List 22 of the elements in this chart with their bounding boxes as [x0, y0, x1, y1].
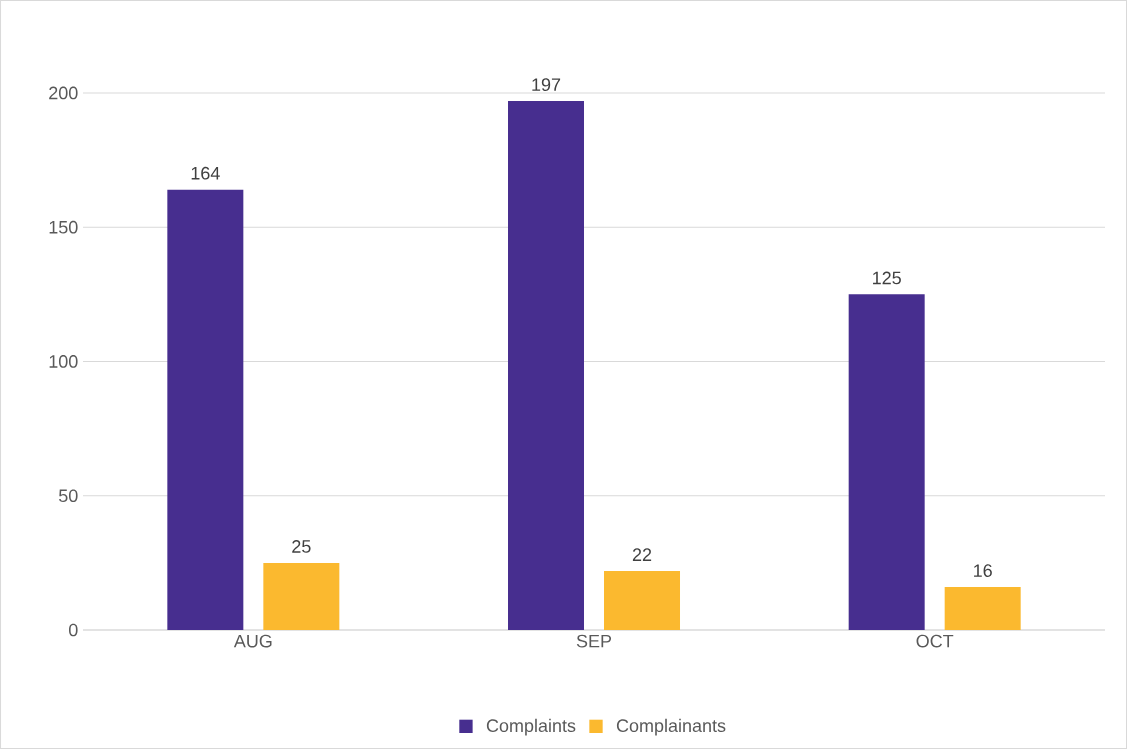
bar [604, 570, 681, 630]
data-label: 164 [191, 166, 220, 180]
data-label: 125 [873, 271, 901, 285]
legend-label: Complaints [486, 718, 576, 736]
data-label: 22 [632, 548, 652, 561]
x-tick-label: SEP [576, 634, 612, 648]
y-tick-label: 200 [49, 86, 78, 100]
bar [263, 562, 340, 630]
legend-label: Complainants [616, 718, 726, 736]
data-label: 25 [292, 540, 311, 553]
bar [508, 101, 585, 630]
bar [848, 294, 925, 630]
y-tick-label: 50 [58, 489, 78, 503]
data-label: 197 [532, 78, 561, 91]
y-tick-label: 0 [68, 623, 78, 637]
x-tick-label: OCT [916, 634, 954, 648]
bar [167, 189, 244, 630]
data-label: 16 [974, 564, 992, 577]
y-tick-label: 100 [49, 355, 78, 368]
bar [944, 587, 1021, 630]
y-tick-label: 150 [49, 220, 78, 234]
x-tick-label: AUG [233, 634, 272, 648]
